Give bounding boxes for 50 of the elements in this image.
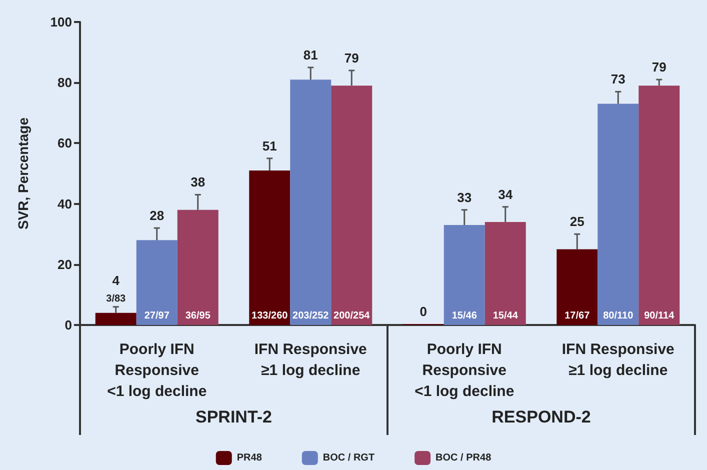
annotation: 133/260 [252,310,288,322]
data-label: 28 [150,208,164,224]
bar [638,86,680,325]
bar [331,86,372,325]
bar [95,312,136,325]
legend-label: BOC / PR48 [436,452,492,464]
data-label: 51 [262,138,277,154]
y-tick-label: 20 [58,256,72,272]
y-tick-label: 100 [50,14,72,30]
text: RESPOND-2 [492,408,591,426]
x-tick-label: IFN Responsive ≥1 log decline [254,341,367,379]
y-axis-title: SVR, Percentage [15,117,31,230]
bar [177,210,218,325]
bar [556,249,598,325]
legend-label: BOC / RGT [322,452,375,464]
bar [136,240,178,325]
x-tick-label: Poorly IFN Responsive <1 log decline [107,341,207,400]
data-label: 79 [652,60,666,75]
y-tick-label: 80 [58,75,72,90]
data-label: 73 [610,72,626,87]
bar [290,80,332,325]
annotation: 203/252 [292,310,330,322]
legend-label: PR48 [236,452,262,464]
bar [598,104,639,325]
data-label: 81 [303,47,318,62]
annotation: 200/254 [334,310,370,322]
y-tick-label: 0 [64,318,72,332]
data-label: 33 [457,190,472,205]
annotation: 27/97 [144,310,170,322]
y-tick-label: 40 [58,196,72,212]
annotation: 15/44 [492,310,518,322]
bar [444,225,485,325]
annotation: 90/114 [644,310,675,322]
data-label: 0 [420,304,427,319]
data-label: 25 [570,214,584,230]
y-tick-label: 60 [58,136,72,151]
text: SPRINT-2 [195,408,272,426]
annotation: 3/83 [106,293,126,304]
annotation: 17/67 [564,310,590,322]
data-label: 38 [190,174,206,190]
bar [484,222,526,325]
data-label: 4 [112,272,120,288]
data-label: 34 [498,186,514,202]
bar [249,170,290,325]
annotation: 15/46 [452,310,478,322]
x-tick-label: Poorly IFN Responsive <1 log decline [414,341,514,400]
annotation: 80/110 [603,310,634,322]
x-tick-label: IFN Responsive ≥1 log decline [562,341,674,379]
data-label: 79 [344,50,359,66]
annotation: 36/95 [185,310,211,322]
